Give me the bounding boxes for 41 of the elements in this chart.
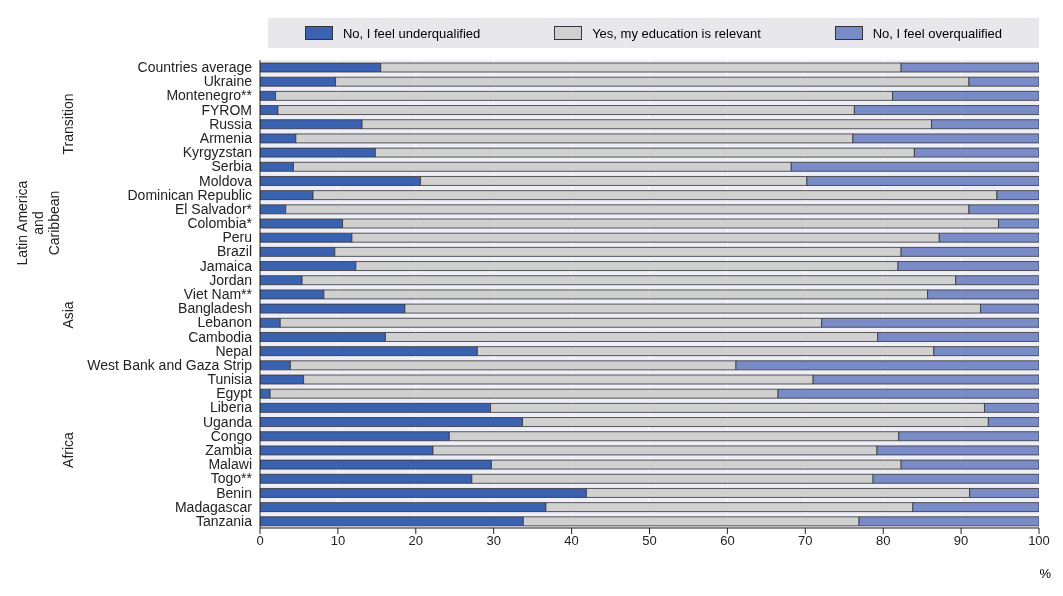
y-tick-label: Brazil: [216, 243, 252, 260]
text: Latin America and Caribbean: [14, 180, 62, 266]
legend-label: Yes, my education is relevant: [591, 25, 761, 41]
x-tick-label: 0: [256, 533, 264, 549]
text: Transition: [60, 93, 76, 155]
legend-label: No, I feel underqualified: [341, 25, 481, 41]
y-tick-label: Viet Nam**: [183, 285, 253, 302]
y-tick-label: Uganda: [202, 413, 253, 430]
y-tick-label: Togo**: [210, 470, 253, 487]
y-tick-label: Cambodia: [188, 328, 253, 345]
y-tick-label: Tunisia: [207, 371, 253, 388]
x-tick-label: 50: [642, 533, 657, 549]
y-tick-label: Egypt: [216, 385, 253, 402]
x-tick-label: 80: [875, 533, 891, 549]
x-tick-label: 10: [330, 533, 346, 549]
y-tick-label: Dominican Republic: [127, 186, 252, 203]
x-tick-label: 20: [408, 533, 424, 549]
x-tick-label: 40: [564, 533, 579, 549]
y-tick-label: Colombia*: [187, 215, 253, 232]
x-tick-label: 70: [798, 533, 813, 549]
y-tick-label: Peru: [222, 229, 252, 246]
y-tick-label: Jamaica: [199, 257, 253, 274]
x-tick-label: 90: [953, 533, 969, 549]
y-tick-label: Bangladesh: [178, 300, 252, 317]
y-tick-label: Nepal: [215, 342, 252, 359]
y-tick-label: Montenegro**: [166, 87, 253, 104]
text: Africa: [60, 432, 76, 468]
y-tick-label: Countries average: [137, 59, 253, 76]
x-tick-label: 100: [1028, 533, 1050, 549]
x-tick-label: 30: [486, 533, 501, 549]
legend-label: No, I feel overqualified: [871, 25, 1003, 41]
y-tick-label: Malawi: [208, 456, 252, 473]
y-tick-label: Kyrgyzstan: [182, 144, 252, 161]
y-tick-label: Armenia: [199, 129, 253, 146]
x-tick-label: 60: [720, 533, 735, 549]
y-tick-label: Jordan: [209, 271, 252, 288]
y-tick-label: Moldova: [199, 172, 253, 189]
text: Asia: [60, 301, 76, 329]
x-axis-title: %: [1039, 566, 1051, 581]
y-tick-label: Russia: [209, 115, 253, 132]
y-tick-label: Madagascar: [174, 498, 253, 515]
